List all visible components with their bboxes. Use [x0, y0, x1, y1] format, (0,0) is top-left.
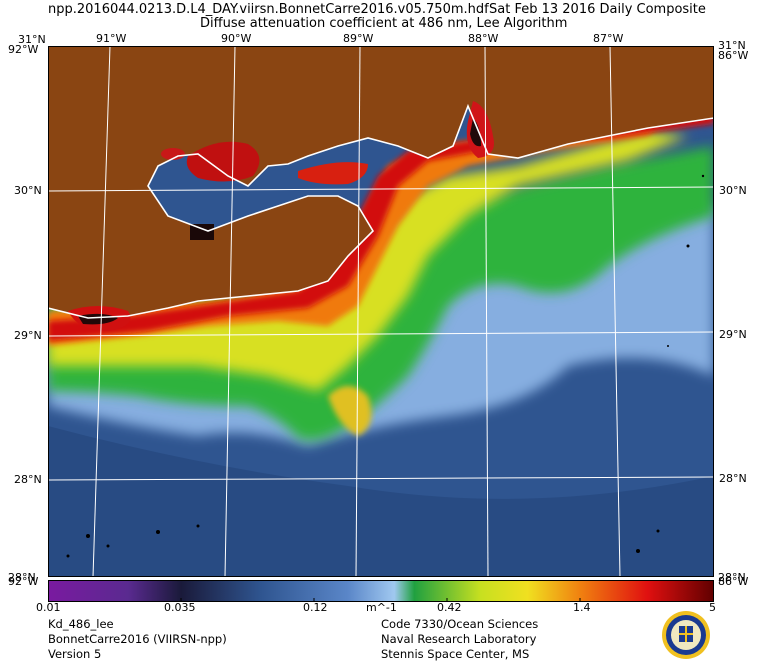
lat-label-30n-left: 30°N	[14, 184, 42, 197]
red-nearshore	[48, 114, 714, 341]
corner-bottom-right: 28°N	[718, 571, 746, 584]
corner-bottom-left: 28°N	[8, 571, 36, 584]
corner-top-left-sub: 92°W	[8, 43, 39, 56]
footer-org-location: Stennis Space Center, MS	[381, 647, 530, 661]
corner-top-left: 31°N	[18, 33, 46, 46]
mobile-bay-dark	[470, 118, 481, 147]
composite-date: Sat Feb 13 2016 Daily Composite	[489, 2, 706, 17]
deep-water-dark	[48, 426, 714, 577]
colorbar-tick-5: 5	[709, 601, 716, 614]
no-data-specks	[66, 174, 705, 558]
colorbar-unit: m^-1	[366, 601, 397, 614]
coastline	[48, 103, 714, 319]
lake-pontchartrain	[186, 141, 260, 182]
ocean-color-map	[48, 46, 714, 577]
footer-product-code: Kd_486_lee	[48, 617, 114, 631]
product-title: Diffuse attenuation coefficient at 486 n…	[200, 16, 568, 31]
lat-label-28n-right: 28°N	[719, 472, 747, 485]
corner-bottom-right-sub: 86°W	[718, 575, 749, 588]
lat-label-28n-left: 28°N	[14, 473, 42, 486]
lon-label-91w: 91°W	[96, 32, 127, 45]
lake-maurepas	[161, 148, 185, 160]
footer-org-code: Code 7330/Ocean Sciences	[381, 617, 539, 631]
corner-bottom-left-sub: 92°W	[8, 575, 39, 588]
lat-label-29n-right: 29°N	[719, 328, 747, 341]
lon-label-88w: 88°W	[468, 32, 499, 45]
colorbar-tick-0: 0.01	[36, 601, 61, 614]
colorbar-tick-4: 1.4	[573, 601, 591, 614]
footer-version: Version 5	[48, 647, 102, 661]
lon-label-89w: 89°W	[343, 32, 374, 45]
lon-label-87w: 87°W	[593, 32, 624, 45]
colorbar	[48, 580, 714, 602]
footer-org-name: Naval Research Laboratory	[381, 632, 537, 646]
colorbar-tick-3: 0.42	[437, 601, 462, 614]
file-name: npp.2016044.0213.D.L4_DAY.viirsn.BonnetC…	[48, 2, 489, 17]
mobile-bay	[466, 101, 494, 158]
land	[48, 46, 714, 318]
corner-top-right: 31°N	[718, 39, 746, 52]
corner-top-right-sub: 86°W	[718, 49, 749, 62]
lake-borgne	[298, 162, 368, 185]
colorbar-tick-1: 0.035	[164, 601, 196, 614]
footer-sensor: BonnetCarre2016 (VIIRSN-npp)	[48, 632, 227, 646]
inland-lake	[190, 224, 214, 240]
lon-label-90w: 90°W	[221, 32, 252, 45]
colorbar-tick-2: 0.12	[303, 601, 328, 614]
lat-label-30n-right: 30°N	[719, 184, 747, 197]
nrl-seal-logo	[662, 611, 710, 659]
graticule	[48, 46, 714, 577]
lat-label-29n-left: 29°N	[14, 329, 42, 342]
